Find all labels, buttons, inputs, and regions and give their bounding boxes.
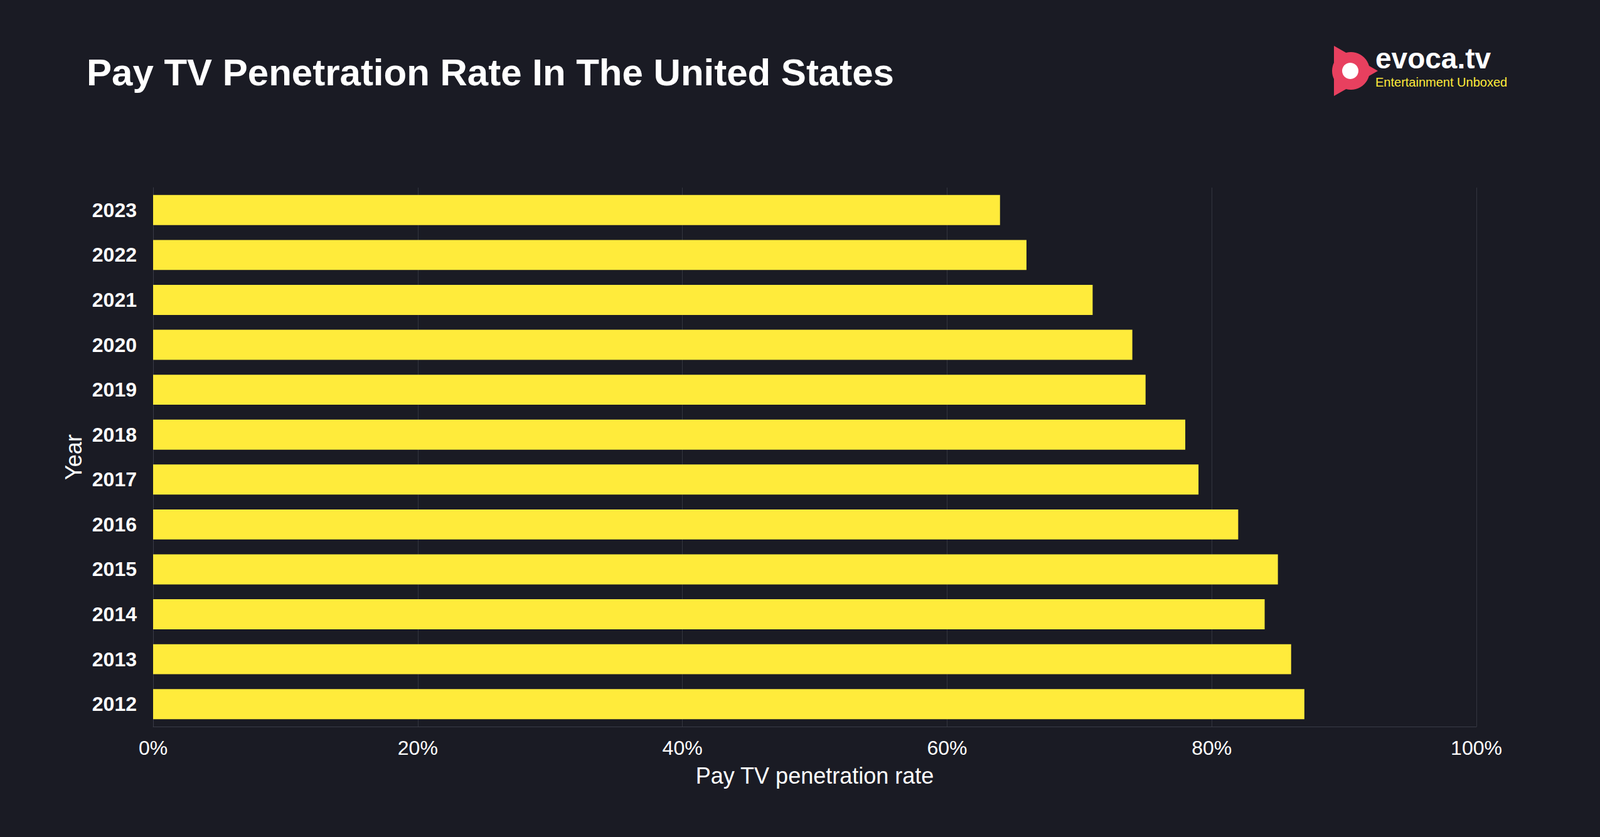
svg-text:2016: 2016 <box>92 513 137 536</box>
svg-text:80%: 80% <box>1191 736 1232 760</box>
svg-text:100%: 100% <box>1450 736 1503 760</box>
svg-text:2017: 2017 <box>92 468 137 491</box>
svg-text:2018: 2018 <box>92 423 137 447</box>
svg-text:2014: 2014 <box>92 602 137 626</box>
svg-text:2012: 2012 <box>92 692 137 716</box>
svg-text:0%: 0% <box>138 736 168 760</box>
svg-text:2022: 2022 <box>92 243 137 267</box>
svg-text:2019: 2019 <box>92 378 137 401</box>
svg-text:Entertainment Unboxed: Entertainment Unboxed <box>1375 75 1508 90</box>
svg-text:2020: 2020 <box>92 333 137 357</box>
svg-text:2023: 2023 <box>92 198 137 222</box>
svg-text:Pay TV Penetration Rate In The: Pay TV Penetration Rate In The United St… <box>86 51 895 94</box>
svg-text:2015: 2015 <box>92 557 137 581</box>
svg-text:2013: 2013 <box>92 648 137 671</box>
svg-text:Pay TV penetration rate: Pay TV penetration rate <box>695 762 935 789</box>
svg-text:60%: 60% <box>926 736 967 760</box>
svg-text:40%: 40% <box>662 736 703 760</box>
svg-text:2021: 2021 <box>92 288 137 312</box>
svg-text:evoca.tv: evoca.tv <box>1375 42 1492 75</box>
svg-text:20%: 20% <box>397 736 438 760</box>
svg-text:Year: Year <box>60 434 87 480</box>
